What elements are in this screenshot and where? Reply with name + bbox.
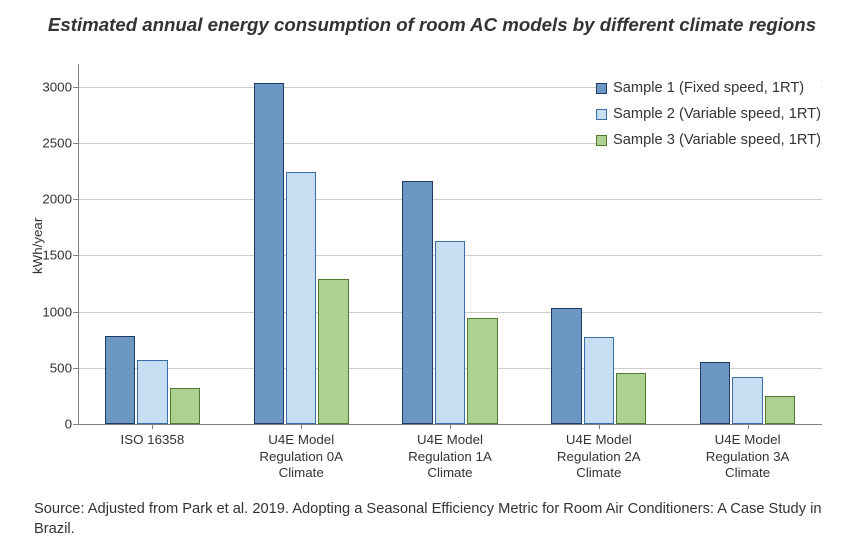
y-axis-label: kWh/year xyxy=(30,218,45,274)
bar xyxy=(584,337,614,424)
legend-item: Sample 2 (Variable speed, 1RT) xyxy=(596,106,821,122)
source-note: Source: Adjusted from Park et al. 2019. … xyxy=(34,500,830,540)
bar xyxy=(254,83,284,424)
x-tick-label: U4E Model Regulation 3A Climate xyxy=(682,424,813,482)
legend: Sample 1 (Fixed speed, 1RT) Sample 2 (Var… xyxy=(596,80,821,148)
bar xyxy=(402,181,432,424)
bar xyxy=(551,308,581,424)
chart-title: Estimated annual energy consumption of r… xyxy=(0,14,864,36)
x-tick-label: U4E Model Regulation 0A Climate xyxy=(236,424,367,482)
bar xyxy=(105,336,135,424)
legend-swatch xyxy=(596,83,607,94)
legend-swatch xyxy=(596,109,607,120)
gridline xyxy=(78,199,822,200)
bar xyxy=(765,396,795,424)
legend-swatch xyxy=(596,135,607,146)
bar xyxy=(467,318,497,424)
chart-container: Estimated annual energy consumption of r… xyxy=(0,0,864,548)
bar xyxy=(616,373,646,424)
bar xyxy=(318,279,348,424)
y-axis xyxy=(78,64,79,424)
legend-label: Sample 1 (Fixed speed, 1RT) xyxy=(613,80,804,96)
bar xyxy=(137,360,167,424)
x-tick-label: ISO 16358 xyxy=(87,424,218,449)
x-tick-label: U4E Model Regulation 2A Climate xyxy=(533,424,664,482)
bar xyxy=(700,362,730,424)
legend-item: Sample 1 (Fixed speed, 1RT) xyxy=(596,80,821,96)
legend-label: Sample 3 (Variable speed, 1RT) xyxy=(613,132,821,148)
bar xyxy=(170,388,200,424)
x-tick-label: U4E Model Regulation 1A Climate xyxy=(385,424,516,482)
bar xyxy=(435,241,465,424)
legend-item: Sample 3 (Variable speed, 1RT) xyxy=(596,132,821,148)
bar xyxy=(732,377,762,424)
bar xyxy=(286,172,316,424)
legend-label: Sample 2 (Variable speed, 1RT) xyxy=(613,106,821,122)
